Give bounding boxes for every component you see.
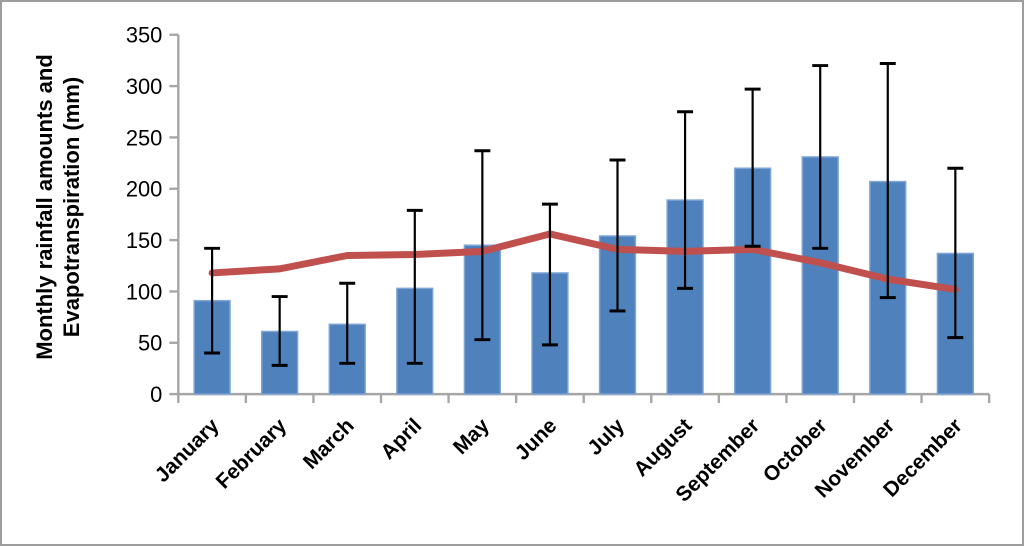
y-axis-tick-label: 100 [126, 279, 163, 304]
y-axis-tick-label: 0 [150, 382, 162, 407]
y-axis-tick-label: 300 [126, 74, 163, 99]
x-axis-label-june: June [511, 414, 562, 465]
x-axis-label-may: May [449, 414, 494, 459]
y-axis-tick-label: 350 [126, 23, 163, 48]
x-axis-label-february: February [212, 414, 292, 494]
x-axis-label-march: March [299, 414, 359, 474]
y-axis-tick-label: 150 [126, 228, 163, 253]
x-axis-label-august: August [629, 414, 696, 481]
y-axis-tick-label: 50 [138, 331, 162, 356]
x-axis-label-july: July [583, 414, 629, 460]
bar-july [598, 235, 637, 395]
y-axis-tick-label: 200 [126, 177, 163, 202]
y-axis-tick-label: 250 [126, 125, 163, 150]
evapotranspiration-line [208, 230, 959, 293]
x-axis-label-april: April [376, 414, 426, 464]
